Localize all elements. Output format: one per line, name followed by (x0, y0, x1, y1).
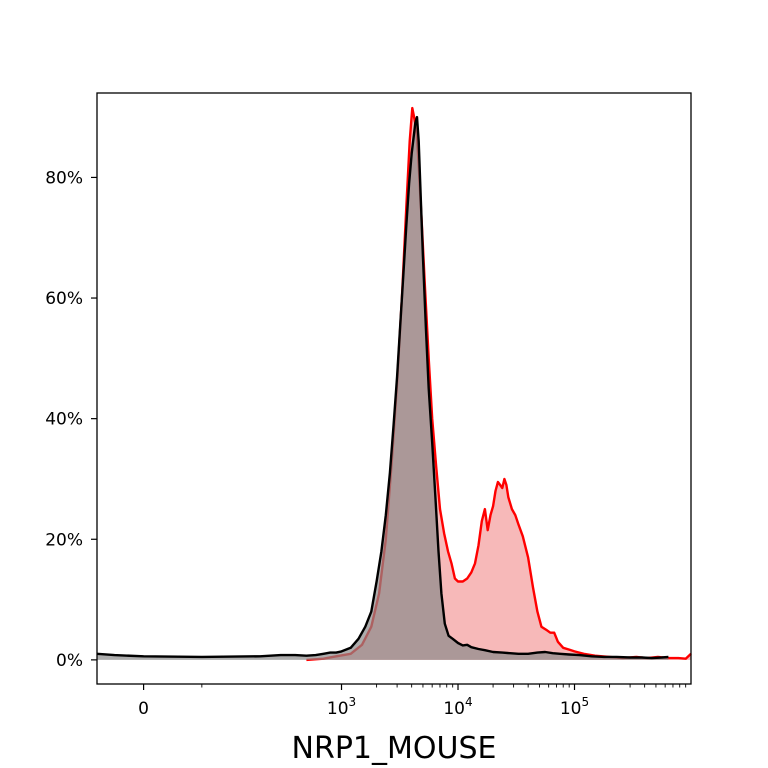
series-0-fill (306, 108, 691, 660)
y-tick-label: 20% (45, 530, 83, 550)
y-tick-label: 0% (56, 651, 83, 671)
plot-frame (96, 92, 692, 685)
series-1-fill (97, 117, 669, 660)
axis-layer: 0% 20% 40% 60% 80% 0 103 104 105 (45, 168, 687, 719)
series-0-line (306, 106, 692, 662)
y-tick-label: 60% (45, 289, 83, 309)
series-layer (96, 106, 692, 662)
x-axis-title: NRP1_MOUSE (292, 731, 497, 766)
y-tick-label: 40% (45, 410, 83, 430)
series-1-line (96, 115, 669, 660)
x-tick-label: 103 (327, 695, 356, 719)
x-tick-label: 104 (443, 695, 472, 719)
x-tick-label: 0 (138, 699, 149, 719)
y-tick-label: 80% (45, 168, 83, 188)
x-tick-label: 105 (560, 695, 589, 719)
